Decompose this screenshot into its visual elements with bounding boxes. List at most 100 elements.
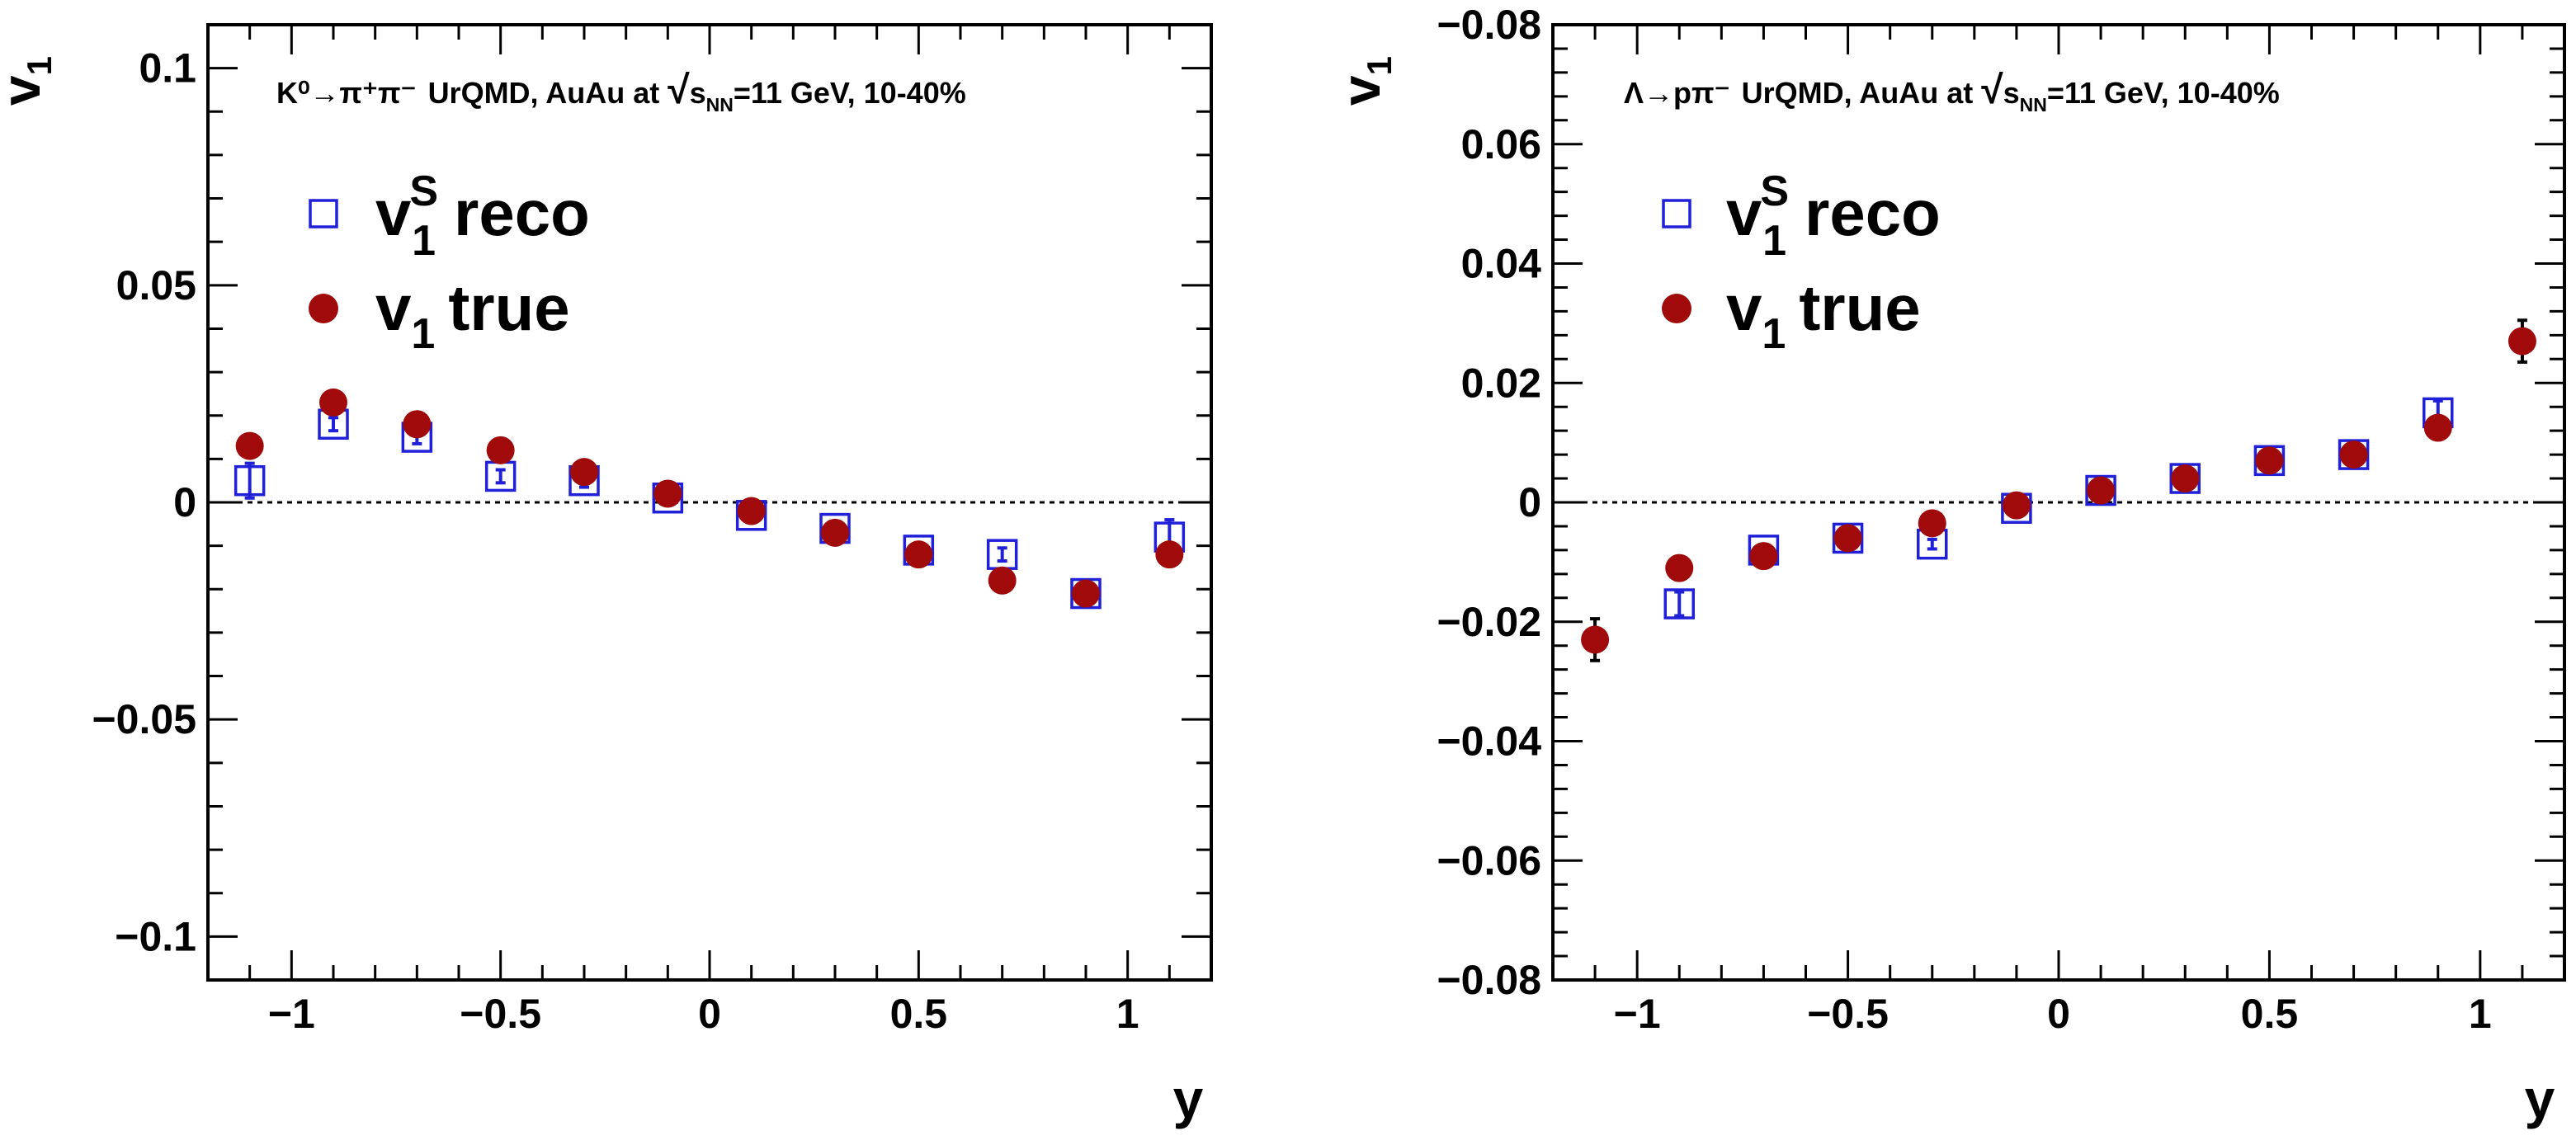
true-point [1918,509,1946,538]
series-reco [1663,397,2454,619]
true-point [2002,491,2031,520]
annotation-s: s [690,76,706,110]
y-tick-label: −0.08 [1437,2,1541,48]
x-tick-label: 0 [2047,991,2070,1037]
legend-label: v1 true [375,271,570,358]
legend-label-sup: S [409,167,438,215]
y-tick-label: 0.04 [1461,241,1542,287]
legend-label: vS 1 reco [375,167,590,265]
y-axis-title-sub: 1 [1360,56,1399,75]
true-point [486,436,515,464]
x-axis-title: y [1173,1068,1204,1129]
true-point [1665,554,1694,582]
y-tick-label: 0.05 [116,262,196,309]
annotation-s-sub: NN [2020,94,2047,115]
y-tick-label: 0 [1518,479,1541,525]
true-point [2423,413,2452,442]
true-point [403,410,432,439]
legend-entry-true: v1 true [1662,271,1921,358]
y-tick-label: −0.06 [1437,837,1541,883]
true-point [570,458,598,487]
x-tick-label: −1 [1614,991,1661,1037]
legend-marker-filled-circle [1662,294,1691,323]
legend-label: v1 true [1726,271,1921,358]
legend-label-text: reco [1805,177,1941,249]
true-point [821,518,849,547]
x-tick-label: 0.5 [2241,991,2299,1037]
legend-label-main: v [375,177,412,249]
legend-label-main: v [1726,271,1762,344]
y-axis-title-main: v [0,75,51,106]
legend-label-sub: 1 [412,217,436,265]
x-tick-label: −0.5 [1807,991,1889,1037]
x-tick-label: 1 [2469,991,2492,1037]
legend-marker-open-square [1662,199,1691,228]
annotation-sqrt: √ [668,68,690,112]
legend-entry-true: v1 true [309,271,570,358]
y-axis-title-sub: 1 [20,56,59,75]
legend-label-sub: 1 [1762,310,1786,358]
legend-label-sub: 1 [1762,217,1786,265]
annotation-decay: K⁰→π⁺π⁻ [276,76,417,110]
legend-marker-filled-circle [309,294,338,323]
reco-point [1663,588,1695,619]
true-point [653,479,682,508]
true-point [2255,446,2284,475]
legend-label: vS 1 reco [1726,167,1941,265]
true-point [1581,625,1610,654]
y-axis-title: v1 [1330,56,1399,106]
y-tick-label: −0.02 [1437,599,1541,645]
y-tick-label: 0 [173,479,196,525]
legend-label-sup: S [1760,167,1789,215]
annotation-energy: =11 GeV, 10-40% [734,76,966,110]
y-tick-label: 0.02 [1461,360,1541,406]
legend-label-sub: 1 [411,310,435,358]
y-tick-label: −0.04 [1437,718,1541,765]
reco-point [234,464,266,497]
y-axis-title-main: v [1330,75,1391,106]
legend-label-text: true [1799,271,1920,344]
chart-panel-2: −1 −0.5 0 0.5 1 −0.08 −0.06 −0.04 −0.02 0 0.02 0.04… [1330,2,2566,1129]
series-true [1581,318,2536,662]
annotation-s-sub: NN [706,94,734,115]
true-point [319,388,347,417]
true-point [235,431,264,460]
legend-marker-open-square [309,199,338,228]
legend-entry-reco: vS 1 reco [1662,167,1941,265]
true-point [1749,542,1778,571]
annotation-sqrt: √ [1981,68,2003,112]
x-tick-label: −1 [268,991,315,1037]
plot-annotation: K⁰→π⁺π⁻ UrQMD, AuAu at √sNN=11 GeV, 10-40% [276,68,966,115]
true-point [988,566,1017,595]
y-tick-label: 0.06 [1461,121,1541,167]
y-tick-label: 0.1 [139,45,196,92]
x-tick-label: −0.5 [460,991,541,1037]
true-point [1155,540,1184,569]
legend-entry-reco: vS 1 reco [309,167,590,265]
legend-label-text: reco [454,177,590,249]
annotation-s: s [2003,76,2020,110]
legend-label-main: v [375,271,412,344]
annotation-model: UrQMD, AuAu at [428,76,660,110]
true-point [2339,440,2368,469]
series-true [235,388,1184,608]
true-point [2508,327,2536,356]
x-tick-label: 0 [698,991,721,1037]
y-tick-label: −0.08 [1437,957,1541,1003]
true-point [904,540,933,569]
annotation-energy: =11 GeV, 10-40% [2047,76,2280,110]
y-tick-label: −0.05 [92,696,196,742]
true-point [1833,524,1862,553]
true-point [1072,579,1100,608]
x-axis-title: y [2525,1068,2555,1129]
series-reco [234,408,1186,610]
y-tick-label: −0.1 [115,913,196,959]
legend-label-text: true [448,271,569,344]
true-point [2171,464,2200,493]
x-tick-label: 0.5 [890,991,948,1037]
legend-label-main: v [1726,177,1762,249]
true-point [2087,476,2116,505]
true-point [737,497,766,525]
plot-annotation: Λ→pπ⁻ UrQMD, AuAu at √sNN=11 GeV, 10-40% [1624,68,2280,115]
